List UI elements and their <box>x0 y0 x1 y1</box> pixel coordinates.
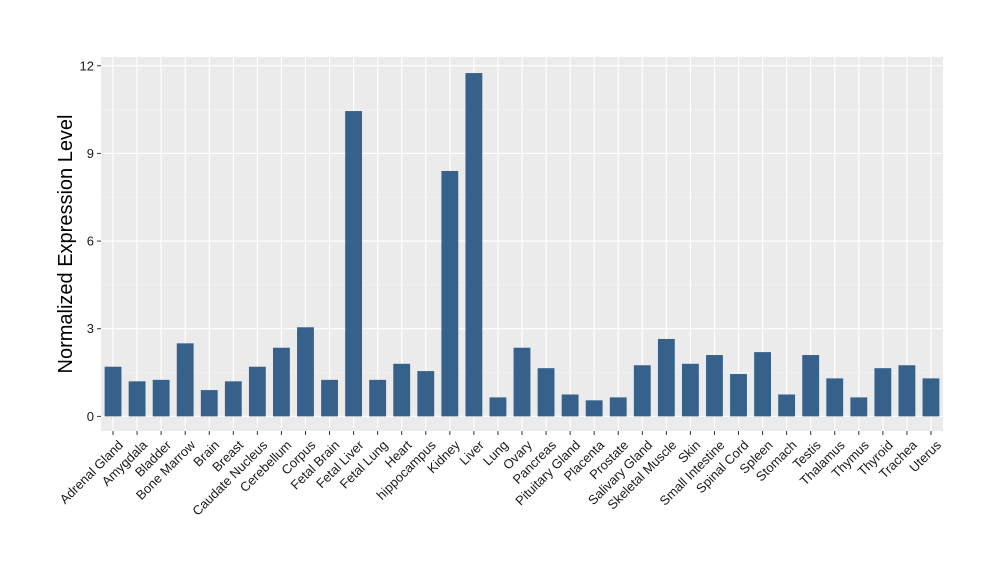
bar <box>441 170 459 417</box>
bar <box>345 111 363 417</box>
bar <box>850 397 868 417</box>
bar <box>778 394 796 417</box>
bar <box>200 390 218 417</box>
bar <box>248 366 266 417</box>
bar <box>465 73 483 417</box>
y-tick-label: 9 <box>87 146 94 161</box>
bar <box>224 381 242 417</box>
bar <box>898 365 916 417</box>
bar <box>417 371 435 417</box>
bar <box>369 379 387 417</box>
y-axis: 0 3 6 9 12 <box>80 58 101 424</box>
y-tick-label: 3 <box>87 321 94 336</box>
bar <box>321 379 338 417</box>
bar <box>802 355 820 417</box>
bar <box>585 400 603 417</box>
bar <box>874 368 892 417</box>
bar <box>922 378 940 417</box>
bar <box>393 363 411 417</box>
y-tick-label: 6 <box>87 234 94 249</box>
y-axis-title: Normalized Expression Level <box>55 114 77 373</box>
x-tick-label: Liver <box>456 437 487 468</box>
y-tick-label: 0 <box>87 409 94 424</box>
bar <box>826 378 844 417</box>
bar <box>754 352 771 417</box>
bar <box>633 365 651 417</box>
bar <box>489 397 507 417</box>
bar <box>104 366 122 417</box>
bar <box>561 394 579 417</box>
bar <box>730 374 747 417</box>
bar <box>537 368 555 417</box>
bar <box>152 379 170 417</box>
bar <box>609 397 627 417</box>
bars <box>104 73 940 417</box>
bar <box>176 343 194 417</box>
bar <box>273 347 290 417</box>
bar <box>657 338 675 417</box>
bar <box>681 363 699 417</box>
bar <box>706 355 723 417</box>
bar <box>513 347 531 417</box>
y-tick-label: 12 <box>80 58 94 73</box>
bar <box>128 381 146 417</box>
bar <box>297 327 314 417</box>
